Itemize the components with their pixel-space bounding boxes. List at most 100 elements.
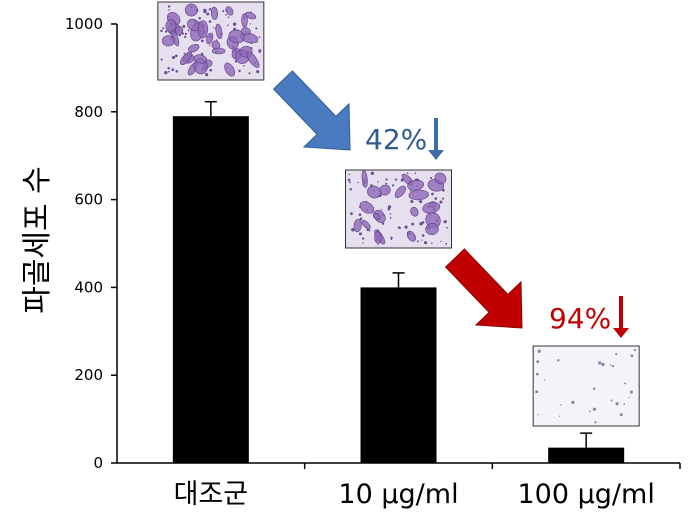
micrograph-speck bbox=[389, 212, 392, 215]
micrograph-speck bbox=[441, 197, 445, 200]
osteoclast-cell bbox=[408, 189, 429, 201]
micrograph-speck bbox=[187, 29, 190, 32]
micrograph-speck bbox=[629, 390, 633, 394]
micrograph-speck bbox=[206, 12, 210, 16]
micrograph-speck bbox=[624, 382, 627, 385]
micrograph-speck bbox=[431, 192, 434, 196]
osteoclast-cell bbox=[240, 27, 251, 36]
reduction-percent-1: 42% bbox=[365, 123, 427, 156]
micrograph-speck bbox=[172, 55, 176, 59]
micrograph-speck bbox=[421, 222, 423, 224]
osteoclast-cell bbox=[410, 206, 419, 217]
micrograph-speck bbox=[184, 35, 187, 39]
micrograph-speck bbox=[212, 27, 215, 29]
micrograph-speck bbox=[441, 188, 445, 192]
bar-1 bbox=[360, 287, 437, 463]
micrograph-speck bbox=[535, 372, 539, 376]
micrograph-speck bbox=[208, 8, 211, 11]
micrograph-speck bbox=[348, 173, 351, 176]
micrograph-speck bbox=[358, 213, 362, 217]
osteoclast-cell bbox=[394, 185, 406, 198]
micrograph-speck bbox=[198, 16, 202, 20]
micrograph-speck bbox=[387, 205, 392, 209]
osteoclast-cell bbox=[359, 201, 375, 214]
category-label-0: 대조군 bbox=[174, 479, 249, 510]
osteoclast-cell bbox=[245, 11, 257, 20]
micrograph-speck bbox=[258, 49, 262, 53]
micrograph-speck bbox=[385, 182, 388, 185]
osteoclast-cell bbox=[425, 223, 439, 236]
micrograph-speck bbox=[440, 240, 442, 243]
osteoclast-cell bbox=[406, 230, 416, 242]
micrograph-speck bbox=[633, 349, 637, 352]
micrograph-speck bbox=[227, 16, 230, 18]
osteoclast-cell bbox=[193, 54, 208, 64]
y-tick-label: 200 bbox=[74, 366, 103, 384]
osteoclast-cell bbox=[206, 32, 214, 45]
micrograph-speck bbox=[357, 182, 359, 184]
micrograph-speck bbox=[536, 360, 540, 364]
micrograph-speck bbox=[399, 226, 402, 229]
micrograph-speck bbox=[162, 27, 165, 30]
osteoclast-cell bbox=[162, 35, 175, 47]
micrograph-speck bbox=[232, 22, 237, 26]
micrograph-speck bbox=[216, 39, 218, 41]
micrograph-speck bbox=[164, 30, 168, 33]
micrograph-speck bbox=[445, 242, 448, 245]
micrograph-speck bbox=[351, 228, 355, 232]
micrograph-speck bbox=[434, 197, 438, 200]
micrograph-speck bbox=[611, 364, 615, 368]
micrograph-speck bbox=[421, 234, 425, 237]
micrograph-speck bbox=[248, 72, 251, 75]
osteoclast-cell bbox=[246, 51, 260, 68]
micrograph-speck bbox=[615, 352, 618, 356]
y-tick-label: 600 bbox=[74, 191, 103, 209]
micrograph-speck bbox=[184, 32, 188, 36]
micrograph-speck bbox=[209, 68, 213, 72]
osteoclast-cell bbox=[241, 13, 248, 28]
micrograph-speck bbox=[370, 171, 375, 175]
micrograph-speck bbox=[359, 217, 363, 221]
y-axis-label: 파골세포 수 bbox=[20, 166, 55, 314]
micrograph-speck bbox=[598, 361, 602, 365]
osteoclast-cell bbox=[434, 172, 447, 185]
micrograph-speck bbox=[256, 70, 260, 74]
micrograph-speck bbox=[361, 237, 365, 240]
osteoclast-cell bbox=[374, 231, 382, 244]
down-arrow-1 bbox=[428, 150, 444, 160]
micrograph-speck bbox=[347, 178, 351, 182]
osteoclast-cell bbox=[224, 62, 236, 77]
micrograph-speck bbox=[439, 200, 443, 204]
micrograph-speck bbox=[349, 181, 351, 184]
micrograph-speck bbox=[623, 403, 626, 406]
micrograph-speck bbox=[419, 199, 423, 204]
micrograph-speck bbox=[560, 404, 562, 406]
osteoclast-cell bbox=[422, 201, 441, 214]
micrograph-speck bbox=[421, 239, 423, 241]
micrograph-speck bbox=[238, 69, 241, 73]
osteoclast-cell bbox=[361, 170, 368, 188]
down-arrow-2 bbox=[613, 328, 629, 338]
y-tick-label: 400 bbox=[74, 278, 103, 296]
osteoclast-cell bbox=[228, 29, 245, 44]
micrograph-speck bbox=[160, 29, 163, 33]
micrograph-speck bbox=[377, 181, 379, 183]
micrograph-speck bbox=[630, 354, 634, 358]
osteoclast-cell bbox=[407, 179, 425, 191]
micrograph-speck bbox=[601, 362, 605, 367]
10ug-micrograph bbox=[345, 169, 452, 249]
micrograph-speck bbox=[593, 387, 596, 390]
micrograph-speck bbox=[227, 24, 229, 27]
micrograph-speck bbox=[362, 242, 364, 244]
micrograph-speck bbox=[209, 44, 211, 47]
micrograph-speck bbox=[619, 413, 623, 417]
100ug-micrograph bbox=[532, 345, 640, 427]
y-tick-label: 800 bbox=[74, 103, 103, 121]
micrograph-speck bbox=[208, 20, 212, 23]
osteoclast-cell bbox=[372, 212, 381, 220]
micrograph-speck bbox=[381, 222, 385, 225]
osteoclast-cell bbox=[361, 220, 371, 230]
osteoclast-cell bbox=[215, 23, 223, 40]
micrograph-speck bbox=[377, 244, 379, 246]
micrograph-speck bbox=[201, 39, 204, 43]
